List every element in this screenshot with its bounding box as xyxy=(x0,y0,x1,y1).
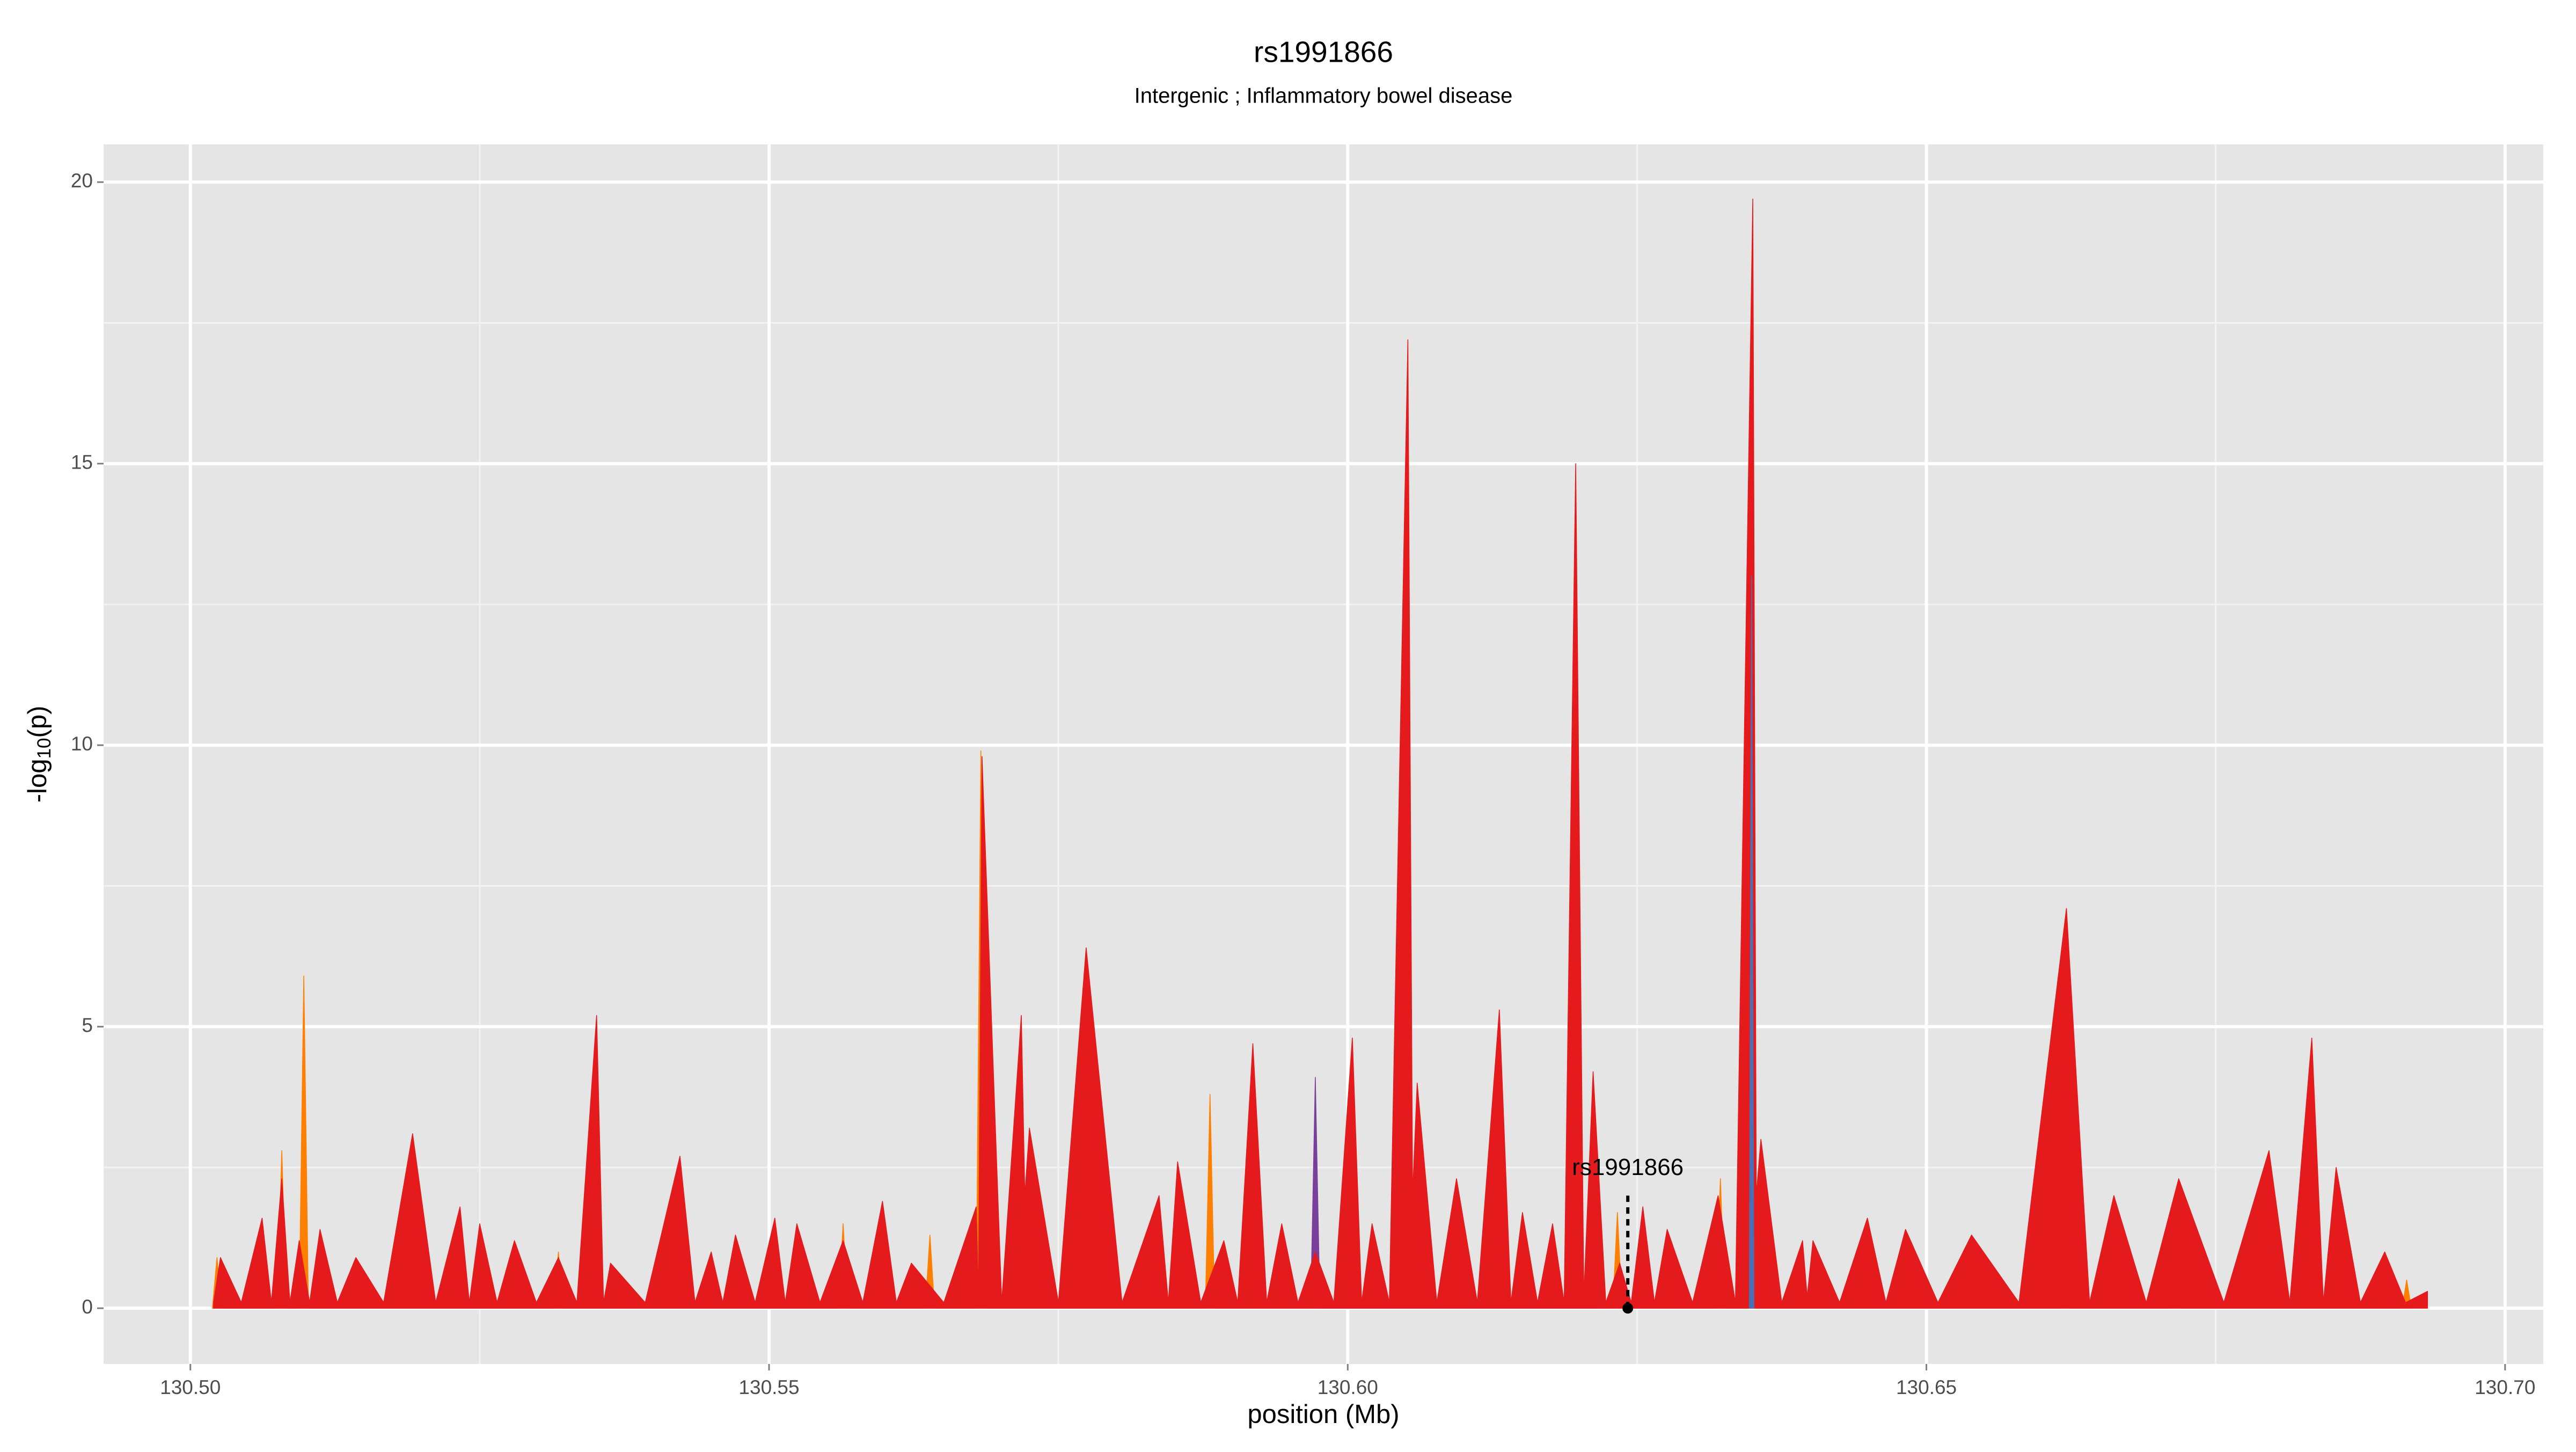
chart-subtitle: Intergenic ; Inflammatory bowel disease xyxy=(1135,84,1513,108)
y-tick-label: 0 xyxy=(82,1296,93,1318)
y-tick-label: 15 xyxy=(71,451,93,473)
area xyxy=(213,198,2428,1309)
annotation-label: rs1991866 xyxy=(1572,1154,1684,1180)
x-tick-label: 130.50 xyxy=(160,1376,221,1398)
y-label-text: -log xyxy=(23,759,52,803)
x-tick-label: 130.55 xyxy=(738,1376,799,1398)
x-tick-label: 130.70 xyxy=(2475,1376,2535,1398)
y-tick-label: 20 xyxy=(71,170,93,192)
annotation-point xyxy=(1622,1303,1634,1314)
y-axis-label: -log10(p) xyxy=(23,706,55,803)
y-label-suffix: (p) xyxy=(23,706,52,738)
plot-panel xyxy=(104,144,2543,1364)
chart-title: rs1991866 xyxy=(1254,35,1393,69)
y-tick-label: 5 xyxy=(82,1014,93,1036)
y-label-subscript: 10 xyxy=(34,738,55,759)
y-tick-label: 10 xyxy=(71,733,93,755)
area xyxy=(1748,575,1754,1309)
x-tick-label: 130.65 xyxy=(1896,1376,1957,1398)
x-tick-label: 130.60 xyxy=(1318,1376,1378,1398)
x-axis-label: position (Mb) xyxy=(1247,1400,1399,1429)
